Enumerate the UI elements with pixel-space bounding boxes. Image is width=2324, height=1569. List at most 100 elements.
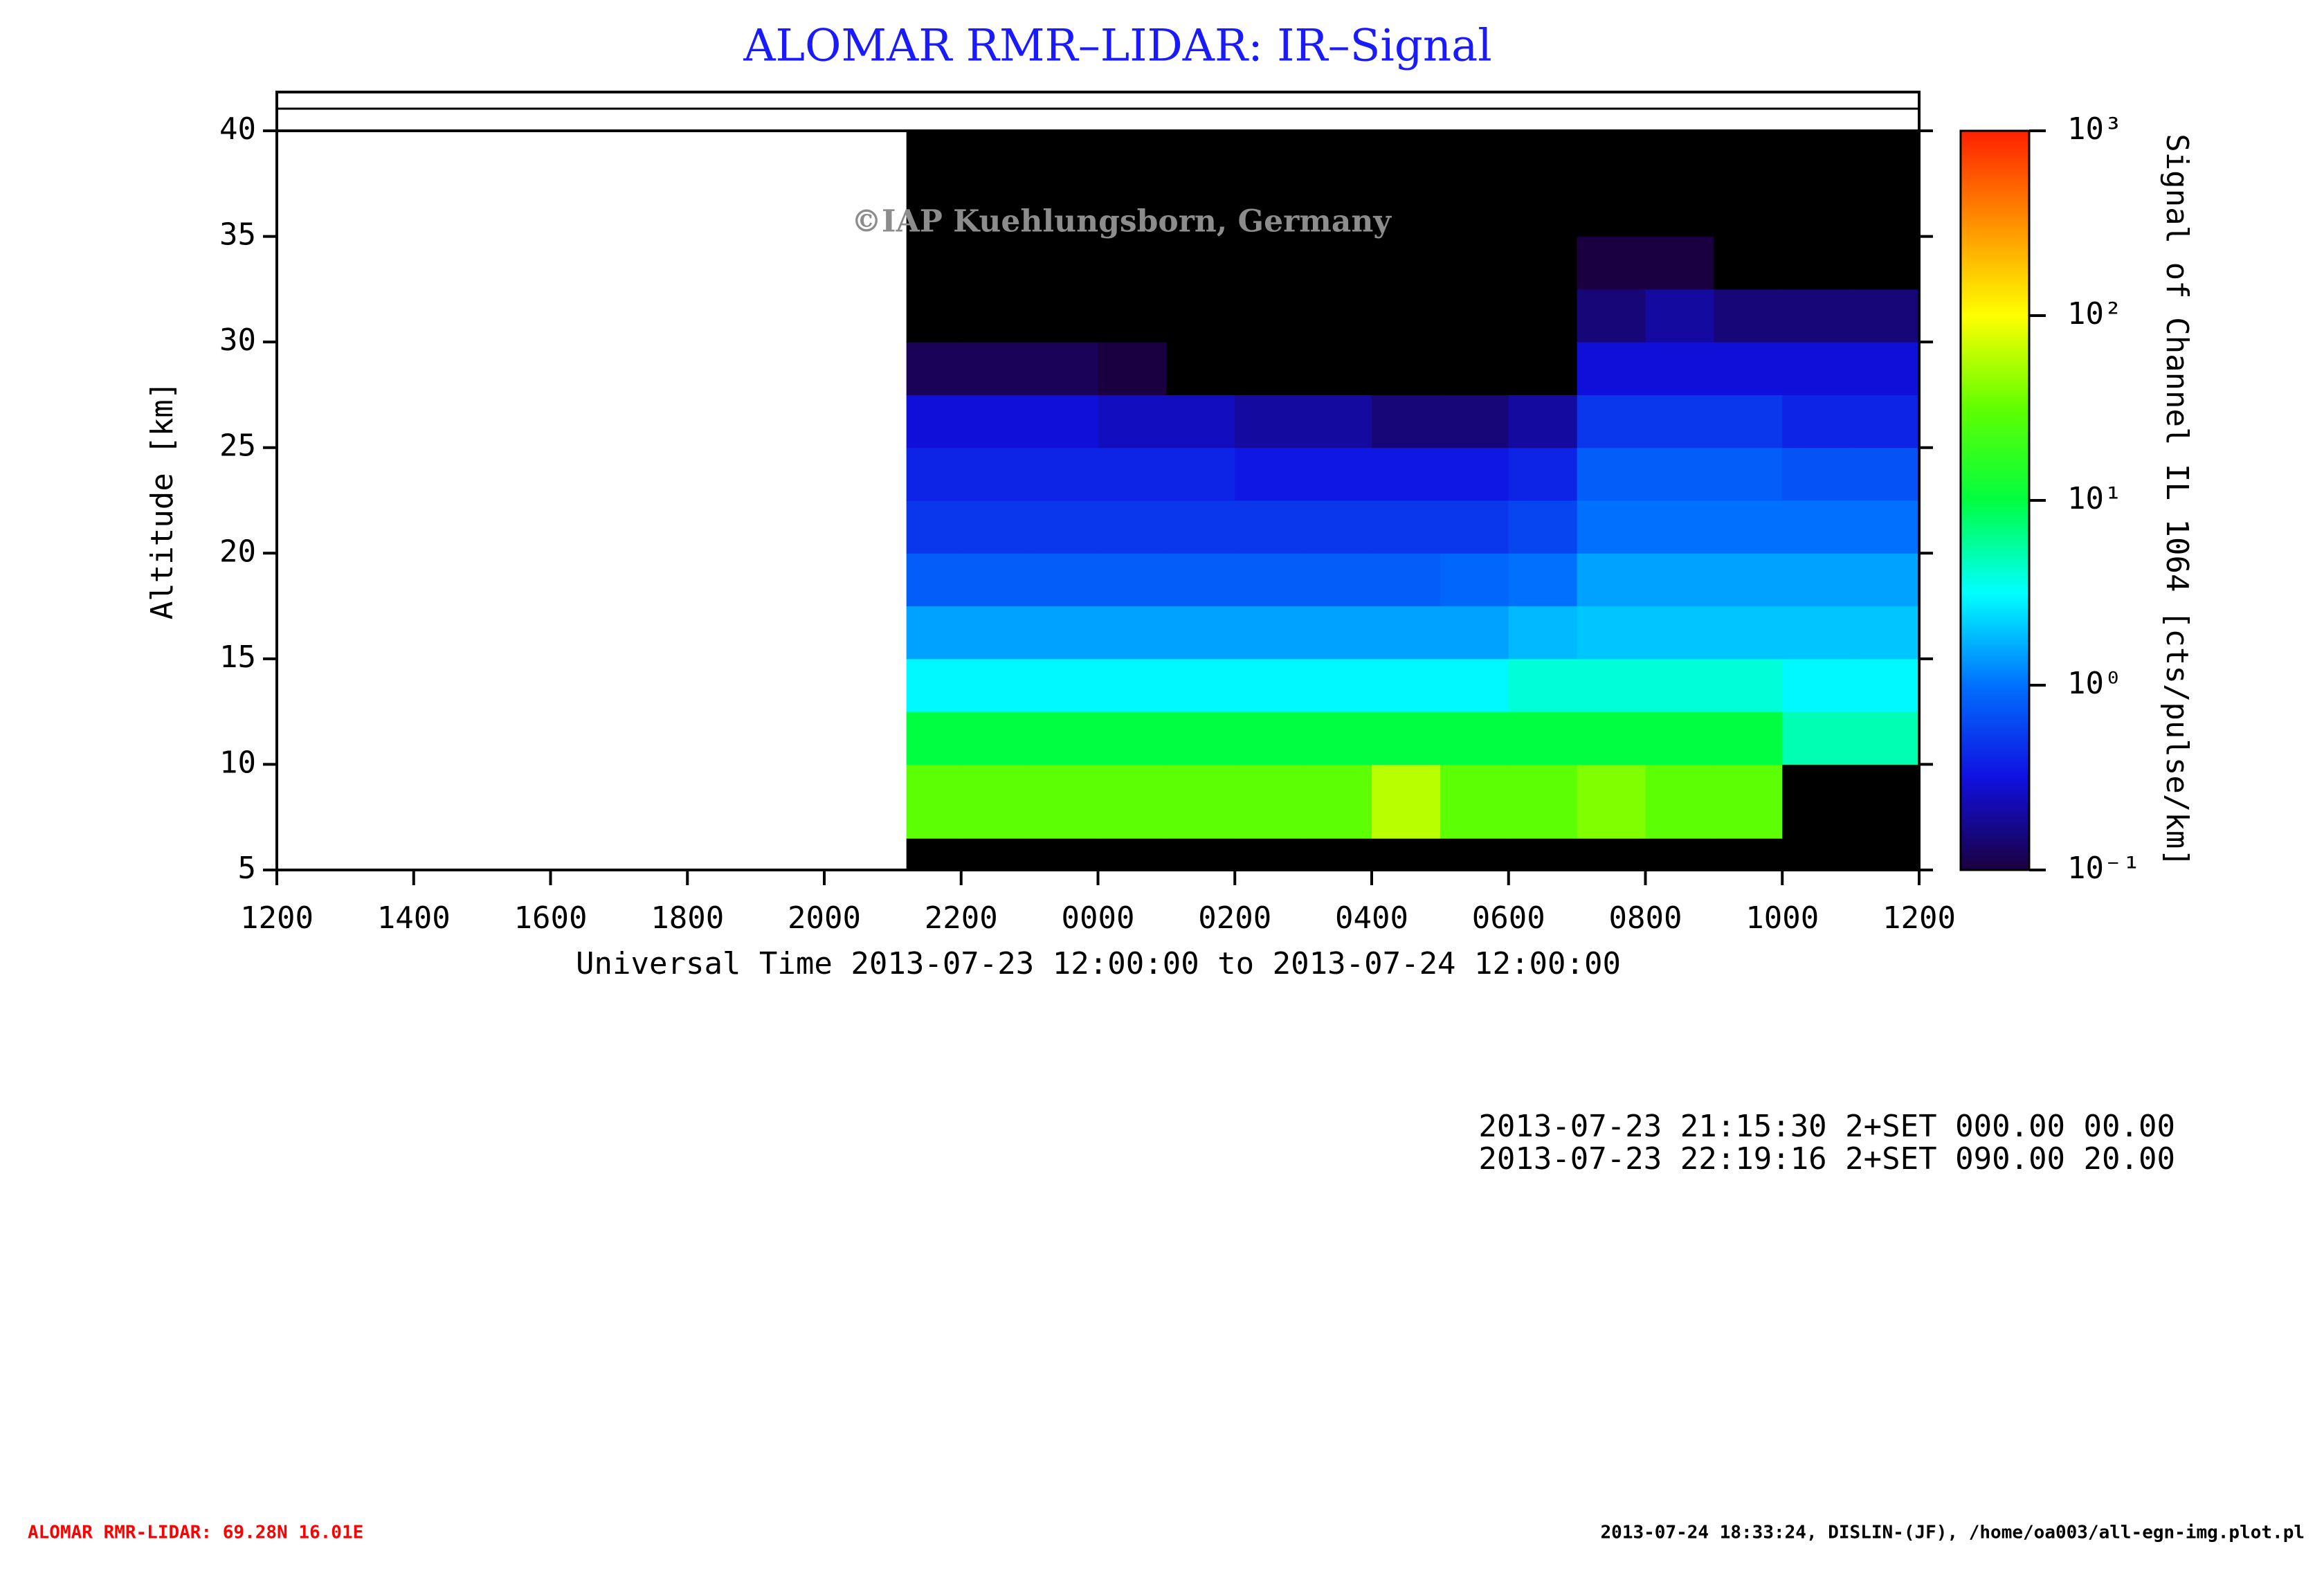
heatmap-cell [1303, 658, 1372, 712]
heatmap-cell [1508, 711, 1578, 765]
heatmap-cell [1098, 658, 1167, 712]
heatmap-cell [1029, 131, 1098, 237]
heatmap-cell [1440, 394, 1509, 448]
heatmap-cell [906, 289, 962, 343]
heatmap-cell [961, 236, 1031, 290]
heatmap-cell [1440, 838, 1509, 871]
heatmap-cell [1714, 500, 1783, 554]
heatmap-cell [1235, 764, 1304, 839]
heatmap-cell [1440, 553, 1509, 607]
heatmap-cell [1372, 764, 1441, 839]
annotation: 2013-07-23 21:15:30 2+SET 000.00 00.00 [1478, 1109, 2175, 1144]
heatmap-cell [1098, 342, 1167, 395]
heatmap-cell [1714, 342, 1783, 395]
heatmap-cell [1851, 500, 1920, 554]
heatmap-cell [1235, 838, 1304, 871]
x-tick-label: 0800 [1609, 900, 1682, 936]
heatmap-cell [1166, 838, 1235, 871]
heatmap-cell [1303, 838, 1372, 871]
heatmap-cell [961, 500, 1031, 554]
heatmap-cell [1029, 447, 1098, 501]
heatmap-cell [1782, 342, 1851, 395]
heatmap-cell [1303, 500, 1372, 554]
heatmap-cell [1508, 658, 1578, 712]
heatmap-cell [1851, 553, 1920, 607]
heatmap-cell [906, 342, 962, 395]
heatmap-cell [1851, 711, 1920, 765]
heatmap-cell [1029, 342, 1098, 395]
heatmap-cell [1372, 394, 1441, 448]
heatmap-cell [961, 342, 1031, 395]
heatmap-cell [1235, 236, 1304, 290]
heatmap-cell [1851, 131, 1920, 237]
heatmap-cell [1851, 447, 1920, 501]
heatmap-cell [1372, 606, 1441, 660]
heatmap-cell [1440, 658, 1509, 712]
heatmap-cell [1851, 394, 1920, 448]
heatmap-cell [1303, 394, 1372, 448]
x-tick-label: 1200 [240, 900, 314, 936]
heatmap-cell [1098, 764, 1167, 839]
x-tick-label: 0200 [1198, 900, 1271, 936]
heatmap-cell [1851, 342, 1920, 395]
heatmap-cell [1577, 289, 1646, 343]
x-axis-label: Universal Time 2013-07-23 12:00:00 to 20… [576, 946, 1621, 981]
x-tick-label: 2200 [925, 900, 998, 936]
heatmap-cell [1714, 838, 1783, 871]
heatmap-cell [1645, 131, 1714, 237]
x-tick-label: 1200 [1882, 900, 1956, 936]
heatmap-cell [1508, 289, 1578, 343]
heatmap-cell [1029, 289, 1098, 343]
heatmap-cell [1303, 342, 1372, 395]
x-tick-label: 1400 [377, 900, 451, 936]
heatmap-cell [1645, 711, 1714, 765]
heatmap-cell [1440, 711, 1509, 765]
heatmap-cell [1577, 711, 1646, 765]
heatmap-cell [906, 236, 962, 290]
y-axis-label: Altitude [km] [145, 381, 180, 619]
heatmap-cell [1851, 236, 1920, 290]
heatmap-cell [1714, 553, 1783, 607]
colorbar-tick-label: 10² [2067, 296, 2122, 332]
x-tick-label: 1800 [651, 900, 724, 936]
x-tick-label: 1600 [514, 900, 588, 936]
heatmap-cell [1372, 553, 1441, 607]
heatmap-cell [1235, 553, 1304, 607]
heatmap-cell [1782, 606, 1851, 660]
heatmap-cell [1577, 500, 1646, 554]
heatmap-cell [1303, 553, 1372, 607]
heatmap-cell [1098, 236, 1167, 290]
heatmap-cell [961, 289, 1031, 343]
heatmap-cell [1372, 500, 1441, 554]
heatmap-cell [1235, 289, 1304, 343]
annotation: 2013-07-23 22:19:16 2+SET 090.00 20.00 [1478, 1141, 2175, 1177]
heatmap-cell [1372, 289, 1441, 343]
heatmap-cell [1508, 447, 1578, 501]
heatmap-cell [1235, 342, 1304, 395]
heatmap-cell [1303, 131, 1372, 237]
heatmap-cell [1577, 131, 1646, 237]
heatmap-cell [1782, 838, 1851, 871]
heatmap-cell [1714, 131, 1783, 237]
heatmap-cell [1440, 447, 1509, 501]
heatmap-cell [1235, 658, 1304, 712]
heatmap-cell [1508, 500, 1578, 554]
heatmap-cell [1440, 131, 1509, 237]
heatmap-cell [1714, 606, 1783, 660]
heatmap-cell [1303, 711, 1372, 765]
heatmap-cell [1577, 236, 1646, 290]
y-tick-label: 15 [219, 640, 256, 675]
heatmap-cell [961, 131, 1031, 237]
heatmap-cell [961, 764, 1031, 839]
heatmap-cell [1372, 447, 1441, 501]
heatmap-cell [1645, 342, 1714, 395]
heatmap-cell [1440, 500, 1509, 554]
heatmap-cell [1372, 131, 1441, 237]
heatmap-cell [1098, 838, 1167, 871]
heatmap-cell [1029, 838, 1098, 871]
colorbar-tick-label: 10⁰ [2067, 666, 2122, 701]
footer-left: ALOMAR RMR-LIDAR: 69.28N 16.01E [28, 1523, 363, 1543]
heatmap-cell [1645, 838, 1714, 871]
heatmap-cell [961, 711, 1031, 765]
